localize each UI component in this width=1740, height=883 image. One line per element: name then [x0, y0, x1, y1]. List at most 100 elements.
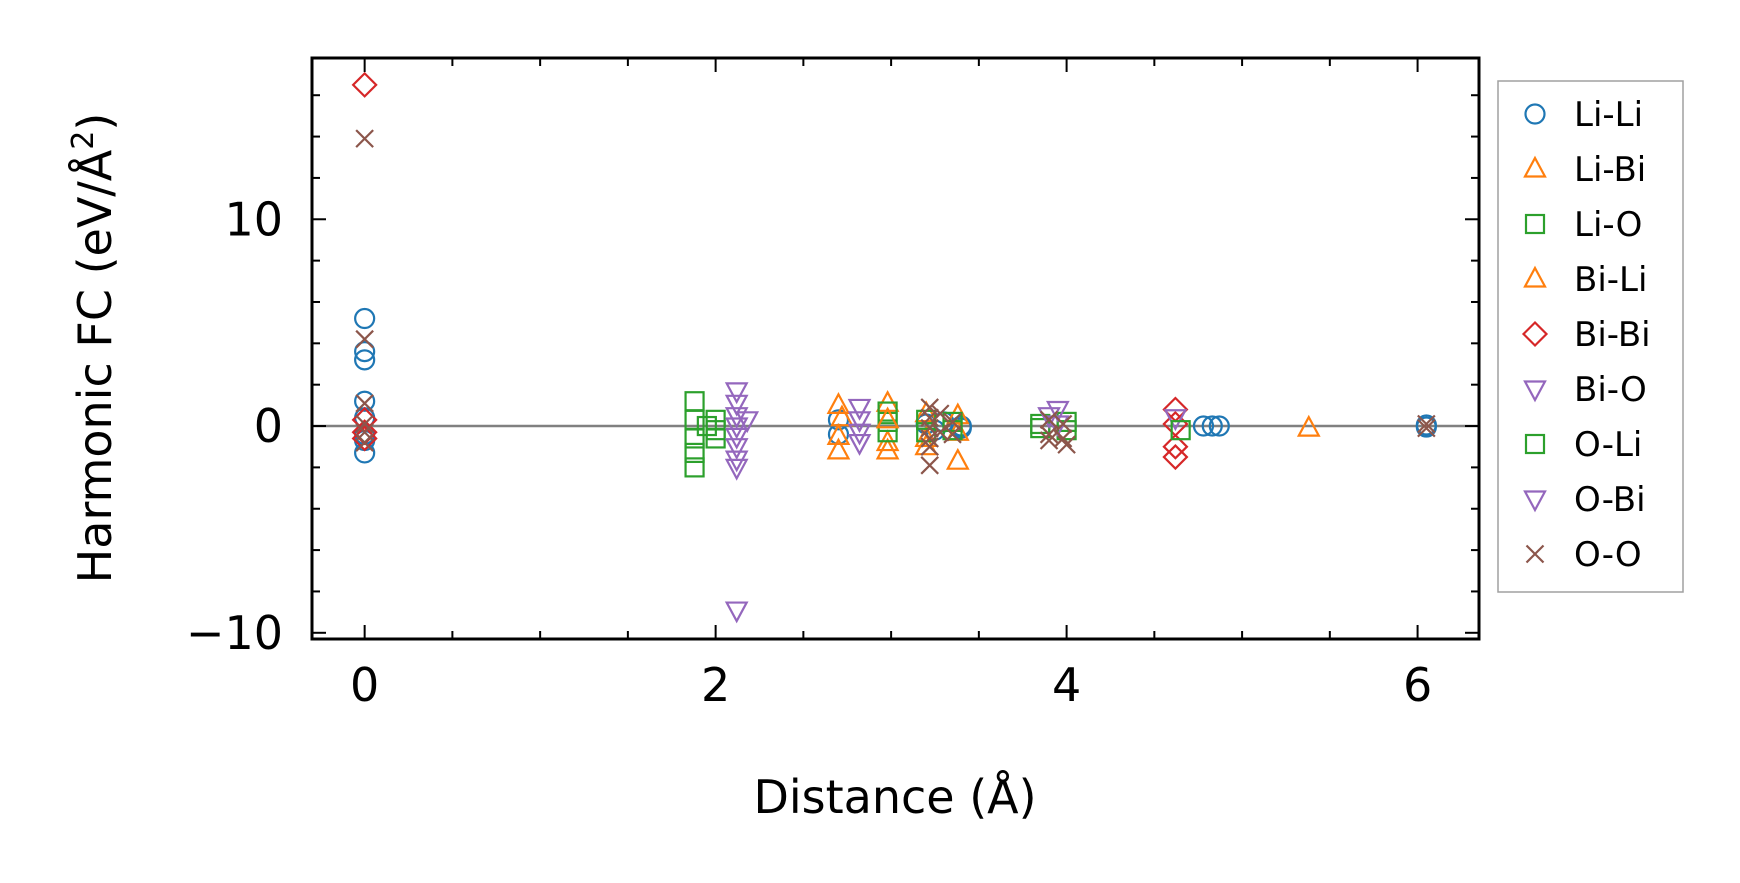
data-point: [684, 428, 705, 449]
data-point: [355, 129, 374, 148]
data-point: [1192, 415, 1215, 437]
data-point: [930, 404, 950, 423]
legend-item: O-Bi: [1523, 480, 1646, 520]
data-point: [943, 425, 962, 444]
legend-item: Li-O: [1524, 205, 1642, 245]
data-point: [1417, 418, 1436, 438]
data-point: [1163, 409, 1188, 432]
legend-item: Bi-Li: [1523, 260, 1647, 300]
plot-frame: [310, 56, 1481, 641]
series-o-bi: [735, 407, 1061, 434]
axis-ticks: [312, 58, 1479, 639]
data-point: [877, 401, 898, 422]
legend-marker: [1525, 544, 1545, 564]
data-point: [354, 390, 376, 412]
data-point: [877, 422, 898, 443]
data-point: [724, 382, 749, 405]
legend-label: O-Bi: [1574, 480, 1646, 520]
y-axis-title-main: Harmonic FC (eV/Å: [68, 149, 122, 583]
legend-item: O-Li: [1524, 425, 1642, 465]
data-point: [1201, 415, 1223, 437]
data-point: [724, 438, 749, 461]
x-tick-label: 0: [350, 658, 379, 712]
series-li-li: [354, 307, 1437, 464]
legend-marker: [1524, 103, 1546, 125]
data-point: [735, 411, 760, 434]
series-o-li: [696, 415, 1191, 441]
legend-item: O-O: [1525, 535, 1642, 575]
x-axis-title: Distance (Å): [753, 770, 1036, 824]
y-tick-label: 10: [224, 192, 283, 246]
data-point: [1053, 414, 1073, 434]
data-point: [1415, 416, 1437, 438]
legend-label: Li-Li: [1574, 95, 1643, 135]
legend-marker: [1523, 265, 1547, 288]
y-axis-title-close: ): [68, 113, 122, 131]
data-point: [684, 442, 705, 464]
data-point: [875, 437, 900, 460]
legend-label: Li-Bi: [1574, 150, 1646, 190]
data-point: [354, 307, 376, 330]
legend-marker: [1524, 213, 1546, 235]
x-tick-label: 2: [701, 658, 730, 712]
x-tick-label: 6: [1403, 658, 1432, 712]
data-point: [351, 71, 378, 98]
data-point: [830, 404, 854, 427]
legend-label: Bi-O: [1574, 370, 1647, 410]
legend-marker: [1524, 433, 1546, 455]
data-point: [684, 457, 705, 478]
series-bi-o: [724, 382, 1188, 624]
data-point: [1045, 400, 1070, 423]
data-point: [847, 433, 872, 456]
series-o-o: [355, 129, 1436, 475]
data-point: [920, 456, 939, 475]
y-tick-label: −10: [186, 606, 283, 660]
data-point: [724, 458, 749, 481]
data-point: [354, 341, 376, 363]
legend: Li-Li Li-Bi Li-O Bi-Li Bi-Bi Bi-O O-Li O-Bi O-O: [1497, 80, 1684, 593]
y-axis-title-superscript: 2: [66, 131, 101, 150]
data-point: [724, 394, 749, 417]
legend-label: Bi-Bi: [1574, 315, 1651, 355]
data-point: [875, 406, 900, 429]
legend-label: Li-O: [1574, 205, 1642, 245]
y-tick-label: 0: [254, 399, 283, 453]
data-point: [1037, 407, 1061, 430]
data-point: [354, 349, 376, 371]
data-point: [1296, 414, 1321, 437]
data-point: [1170, 420, 1191, 441]
legend-marker: [1521, 320, 1549, 348]
legend-item: Bi-Bi: [1521, 315, 1651, 355]
data-point: [1162, 443, 1189, 471]
data-point: [847, 398, 872, 421]
data-point: [945, 447, 970, 470]
data-point: [1053, 429, 1073, 448]
data-point: [355, 394, 374, 413]
data-point: [826, 437, 851, 460]
data-point: [1162, 433, 1189, 460]
legend-label: O-O: [1574, 535, 1642, 575]
legend-label: O-Li: [1574, 425, 1642, 465]
legend-item: Li-Bi: [1523, 150, 1646, 190]
data-point: [355, 433, 374, 452]
data-point: [1417, 414, 1436, 434]
data-point: [355, 414, 374, 434]
series-bi-li: [830, 404, 900, 429]
data-point: [1039, 425, 1059, 444]
data-point: [920, 437, 939, 456]
legend-item: Bi-O: [1523, 370, 1647, 410]
legend-frame: [1497, 80, 1684, 593]
data-point: [826, 423, 851, 445]
legend-label: Bi-Li: [1574, 260, 1647, 300]
legend-marker: [1523, 155, 1547, 178]
series-bi-bi: [351, 71, 1189, 471]
data-point: [354, 442, 376, 464]
x-tick-label: 4: [1052, 658, 1081, 712]
legend-marker: [1523, 380, 1547, 403]
data-point: [684, 391, 705, 412]
data-point: [1208, 415, 1230, 437]
data-point: [1057, 435, 1076, 454]
data-point: [920, 429, 939, 448]
legend-marker: [1523, 490, 1547, 513]
